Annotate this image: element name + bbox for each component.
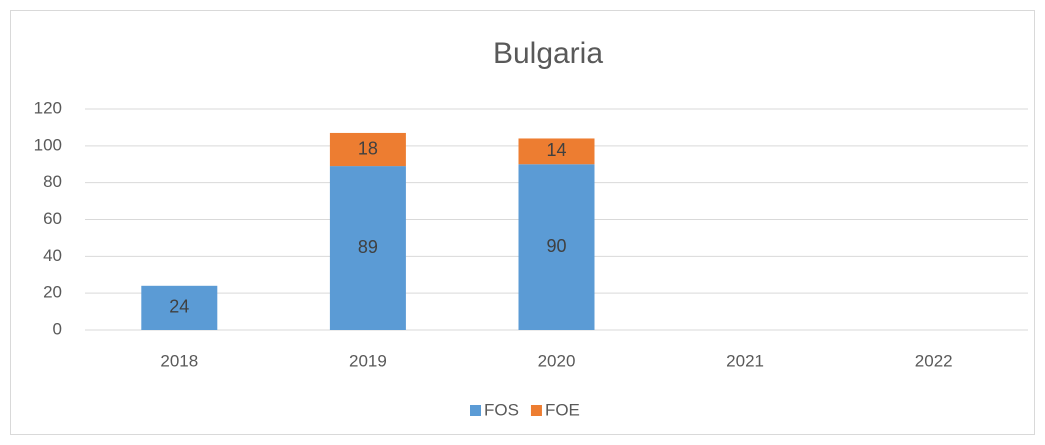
data-label: 89 (358, 237, 378, 257)
y-tick-label: 60 (43, 209, 62, 228)
legend-label: FOE (545, 400, 580, 419)
bar-segment (329, 132, 406, 167)
y-tick-label: 40 (43, 246, 62, 265)
legend-swatch (470, 405, 481, 416)
data-label: 18 (358, 138, 378, 158)
y-tick-label: 100 (34, 135, 62, 154)
x-tick-label: 2019 (349, 351, 387, 370)
legend-swatch (530, 405, 542, 416)
y-tick-label: 20 (43, 283, 62, 302)
x-tick-label: 2021 (726, 351, 764, 370)
bar-segment (518, 138, 595, 165)
chart-title: Bulgaria (493, 37, 603, 70)
y-tick-label: 0 (53, 319, 62, 338)
legend-label: FOS (484, 400, 519, 419)
x-tick-label: 2022 (915, 351, 953, 370)
x-tick-label: 2018 (160, 351, 198, 370)
data-label: 90 (546, 236, 566, 256)
bar-segment (329, 166, 406, 330)
data-label: 14 (546, 140, 566, 160)
bar-segment (518, 164, 595, 330)
data-label: 24 (169, 297, 189, 317)
y-tick-label: 120 (34, 98, 62, 117)
x-tick-label: 2020 (538, 351, 576, 370)
y-tick-label: 80 (43, 172, 62, 191)
bar-segment (141, 285, 218, 330)
